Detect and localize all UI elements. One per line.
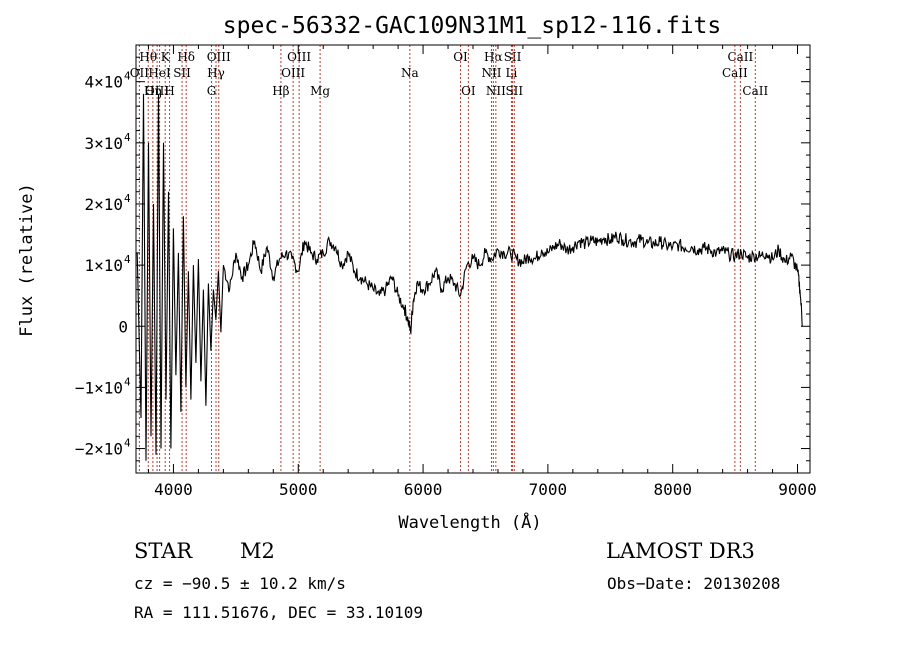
x-tick-label: 9000: [778, 480, 817, 499]
line-marker-label: Li: [506, 66, 518, 80]
chart-title: spec-56332-GAC109N31M1_sp12-116.fits: [223, 13, 722, 39]
redshift-cz: cz = −90.5 ± 10.2 km/s: [134, 574, 346, 593]
y-tick-label: 2×10: [84, 195, 123, 214]
line-marker-label: OII: [130, 66, 150, 80]
line-marker-label: OIII: [207, 50, 231, 64]
line-marker-label: OI: [453, 50, 468, 64]
y-tick-label: 0: [118, 317, 128, 336]
line-marker-label: HeI: [148, 66, 171, 80]
y-tick-label: 3×10: [84, 134, 123, 153]
line-marker-label: Na: [401, 66, 419, 80]
line-marker-label: Hγ: [207, 66, 225, 80]
line-marker-label: NII: [486, 84, 506, 98]
line-marker-label: H: [164, 84, 174, 98]
y-tick-label: 4×10: [84, 73, 123, 92]
y-tick-exponent: 4: [124, 192, 131, 205]
line-marker-label: Hα: [484, 50, 503, 64]
object-class: STAR: [134, 539, 193, 563]
observation-date: Obs−Date: 20130208: [607, 574, 781, 593]
line-marker-label: CaII: [727, 50, 753, 64]
y-tick-label: −1×10: [75, 378, 123, 397]
x-tick-label: 4000: [154, 480, 193, 499]
spectrum-layer: [136, 93, 803, 461]
y-tick-label: −2×10: [75, 440, 123, 459]
x-axis-label: Wavelength (Å): [398, 511, 541, 533]
line-marker-label: SII: [173, 66, 191, 80]
line-marker-label: SII: [505, 84, 523, 98]
line-marker-label: SII: [504, 50, 522, 64]
y-tick-exponent: 4: [124, 253, 131, 266]
object-subclass: M2: [240, 539, 275, 563]
line-marker-label: K: [161, 50, 171, 64]
line-marker-label: CaII: [722, 66, 748, 80]
line-marker-label: Hβ: [272, 84, 289, 98]
line-marker-label: Hθ: [139, 50, 157, 64]
y-tick-label: 1×10: [84, 256, 123, 275]
line-marker-label: NII: [481, 66, 501, 80]
spectrum-line: [136, 93, 803, 461]
x-tick-label: 7000: [529, 480, 568, 499]
x-tick-label: 8000: [653, 480, 692, 499]
y-tick-exponent: 4: [124, 437, 131, 450]
line-marker-label: CaII: [742, 84, 768, 98]
line-marker-label: Hδ: [177, 50, 195, 64]
axis-ticks: 4000 5000 6000 7000 8000 9000−2×10 4−1×10 401×1…: [75, 45, 817, 499]
line-marker-label: OIII: [287, 50, 311, 64]
coordinates: RA = 111.51676, DEC = 33.10109: [134, 603, 423, 622]
y-tick-exponent: 4: [124, 70, 131, 83]
survey-name: LAMOST DR3: [606, 539, 755, 563]
x-tick-label: 6000: [404, 480, 443, 499]
y-tick-exponent: 4: [124, 375, 131, 388]
y-tick-exponent: 4: [124, 131, 131, 144]
line-marker-label: OI: [461, 84, 476, 98]
line-marker-label: Mg: [310, 84, 330, 98]
x-tick-label: 5000: [279, 480, 318, 499]
line-marker-label: OIII: [145, 84, 169, 98]
line-marker-label: OIII: [281, 66, 305, 80]
line-marker-label: G: [207, 84, 217, 98]
y-axis-label: Flux (relative): [17, 183, 37, 337]
line-marker-label: Hη: [144, 84, 162, 98]
line-marker-layer: Hθ OII OIII K HeI Hη H SII Hδ OIII Hγ G Hβ OIII OIII Mg…: [130, 45, 768, 473]
